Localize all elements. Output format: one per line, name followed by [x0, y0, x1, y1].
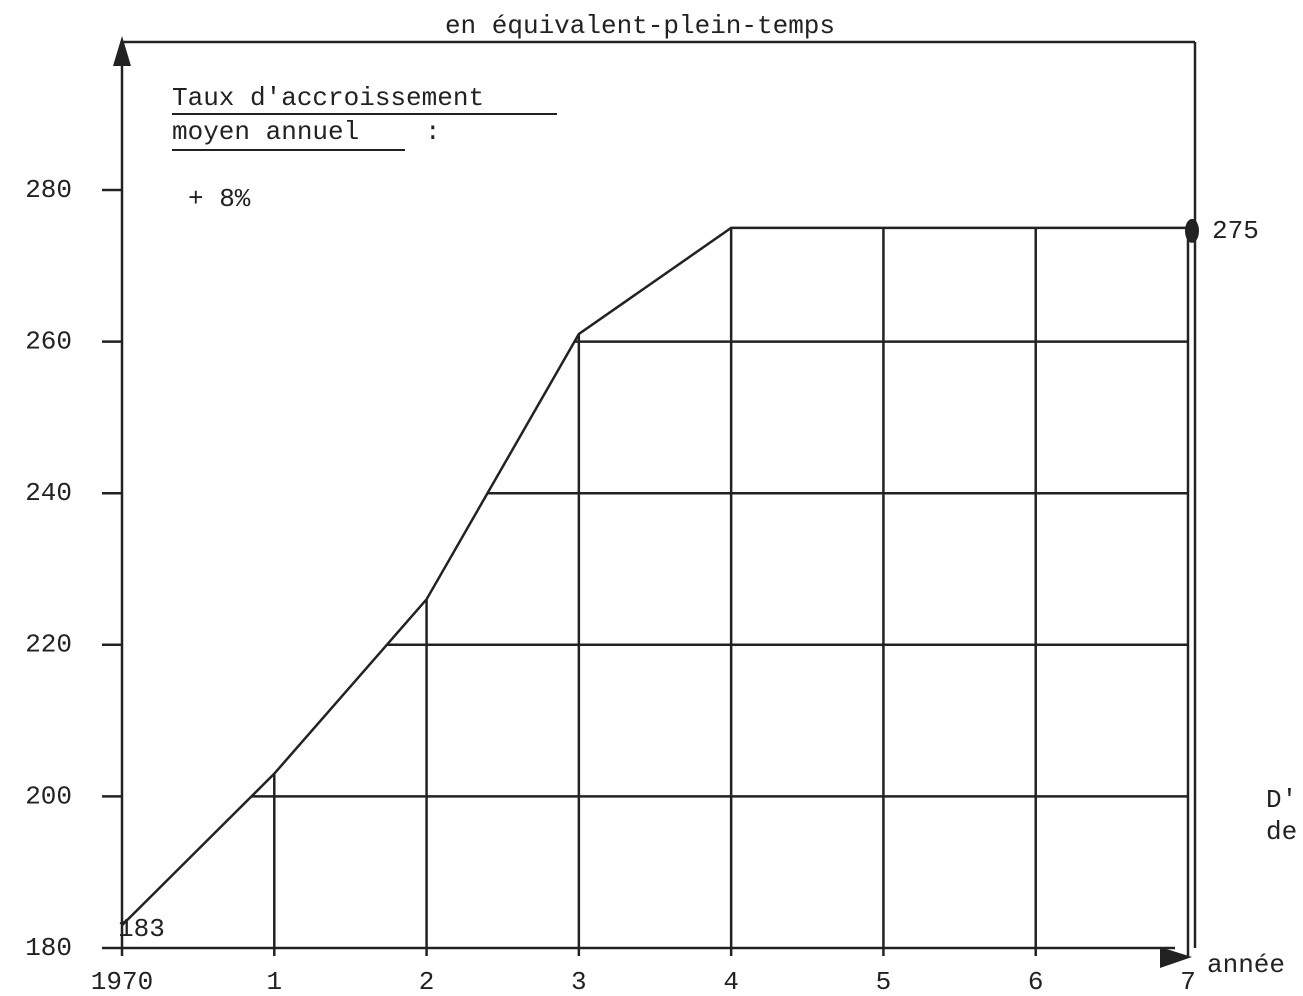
y-tick-label: 280 — [25, 175, 72, 205]
x-axis-label: année — [1207, 950, 1285, 980]
data-line — [121, 226, 1188, 927]
x-tick-label: 2 — [419, 967, 435, 996]
chart-title: en équivalent-plein-temps — [445, 11, 835, 41]
y-tick-label: 200 — [25, 781, 72, 811]
side-text: de — [1266, 817, 1297, 847]
y-axis-arrow — [113, 36, 131, 66]
x-tick-label: 1 — [266, 967, 282, 996]
rate: + 8% — [188, 184, 251, 214]
note-line1: Taux d'accroissement — [172, 83, 484, 113]
x-axis-arrow — [1160, 947, 1192, 968]
point-label: 183 — [118, 914, 165, 944]
end-dot — [1185, 218, 1199, 243]
y-tick-label: 260 — [25, 326, 72, 356]
x-tick-label: 4 — [723, 967, 739, 996]
x-tick-label: 3 — [571, 967, 587, 996]
x-tick-label: 5 — [876, 967, 892, 996]
y-tick-label: 220 — [25, 630, 72, 660]
note-line2: moyen annuel — [172, 117, 359, 147]
x-tick-label: 6 — [1028, 967, 1044, 996]
x-tick-label: 1970 — [91, 967, 153, 996]
y-tick-label: 180 — [25, 933, 72, 963]
side-text: D' — [1266, 785, 1297, 815]
y-tick-label: 240 — [25, 478, 72, 508]
x-tick-label: 7 — [1180, 967, 1196, 996]
point-label: 275 — [1212, 216, 1259, 246]
note-colon: : — [425, 117, 441, 147]
